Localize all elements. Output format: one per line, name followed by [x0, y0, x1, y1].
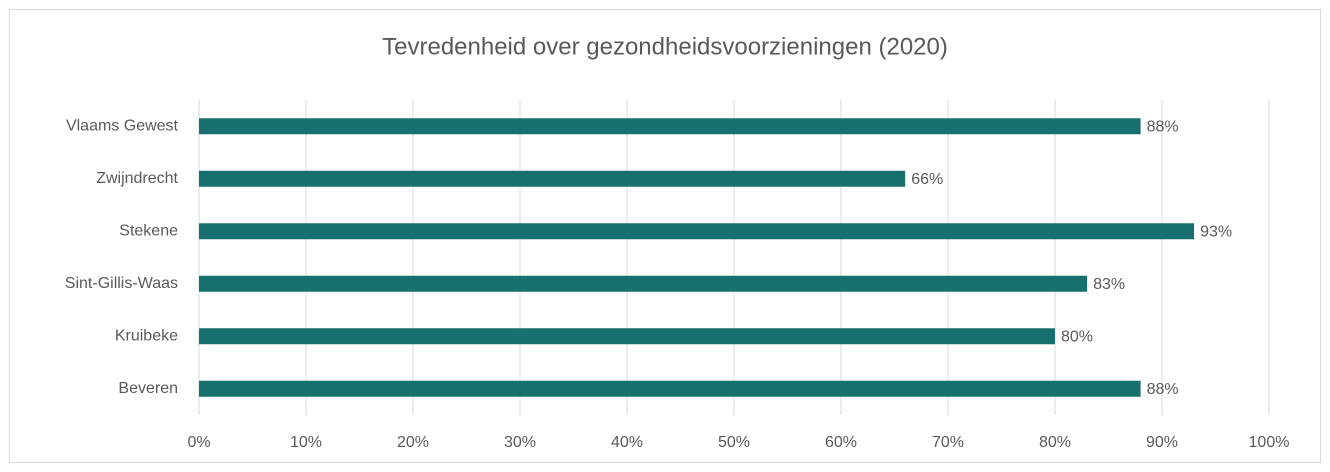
- y-tick-label: Beveren: [118, 380, 178, 397]
- data-label: 66%: [911, 171, 943, 188]
- x-tick-label: 20%: [397, 434, 429, 451]
- y-tick-label: Zwijndrecht: [96, 170, 178, 187]
- data-label: 93%: [1200, 223, 1232, 240]
- data-label: 88%: [1147, 381, 1179, 398]
- data-label: 80%: [1061, 328, 1093, 345]
- bar: [199, 380, 1141, 397]
- x-tick-label: 60%: [825, 434, 857, 451]
- x-tick-label: 90%: [1146, 434, 1178, 451]
- x-tick-label: 10%: [290, 434, 322, 451]
- x-tick-label: 80%: [1039, 434, 1071, 451]
- x-tick-label: 30%: [504, 434, 536, 451]
- bar: [199, 223, 1195, 240]
- x-tick-label: 70%: [932, 434, 964, 451]
- y-tick-label: Vlaams Gewest: [66, 117, 179, 134]
- bar: [199, 328, 1055, 345]
- y-tick-label: Stekene: [119, 222, 178, 239]
- y-tick-label: Sint-Gillis-Waas: [65, 275, 178, 292]
- x-tick-label: 100%: [1249, 434, 1290, 451]
- x-tick-label: 40%: [611, 434, 643, 451]
- bar: [199, 275, 1088, 292]
- bar: [199, 170, 906, 187]
- data-label: 88%: [1147, 118, 1179, 135]
- chart-title: Tevredenheid over gezondheidsvoorziening…: [382, 33, 948, 60]
- y-tick-label: Kruibeke: [115, 327, 178, 344]
- data-label: 83%: [1093, 276, 1125, 293]
- bar: [199, 118, 1141, 135]
- x-tick-label: 50%: [718, 434, 750, 451]
- x-tick-label: 0%: [187, 434, 210, 451]
